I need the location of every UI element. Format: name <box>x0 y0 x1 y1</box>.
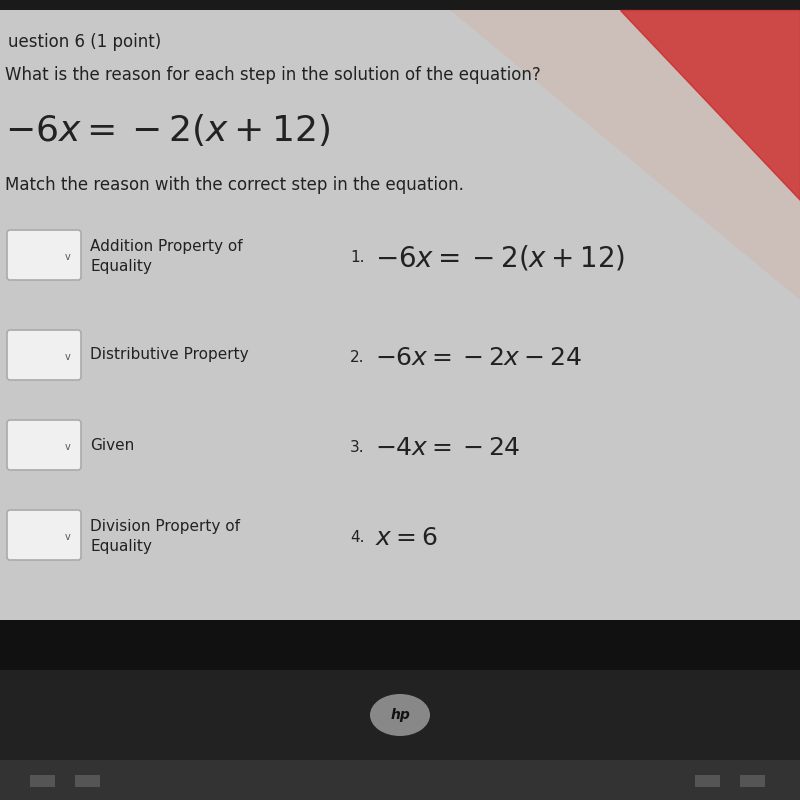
Text: Equality: Equality <box>90 259 152 274</box>
Text: Distributive Property: Distributive Property <box>90 347 249 362</box>
Text: hp: hp <box>390 708 410 722</box>
Text: 1.: 1. <box>350 250 365 266</box>
Text: Division Property of: Division Property of <box>90 518 240 534</box>
Text: 4.: 4. <box>350 530 365 546</box>
Bar <box>695 775 720 787</box>
Bar <box>0 620 800 670</box>
Text: v: v <box>65 442 71 452</box>
Bar <box>75 775 100 787</box>
Text: $-6x = -2x - 24$: $-6x = -2x - 24$ <box>375 346 582 370</box>
Text: v: v <box>65 252 71 262</box>
Bar <box>0 760 800 800</box>
FancyBboxPatch shape <box>7 330 81 380</box>
Text: $-4x = -24$: $-4x = -24$ <box>375 436 521 460</box>
Bar <box>30 775 55 787</box>
Text: Match the reason with the correct step in the equation.: Match the reason with the correct step i… <box>5 176 464 194</box>
Ellipse shape <box>370 694 430 736</box>
FancyBboxPatch shape <box>7 420 81 470</box>
Text: v: v <box>65 532 71 542</box>
FancyBboxPatch shape <box>7 510 81 560</box>
Text: 2.: 2. <box>350 350 365 366</box>
Bar <box>0 10 800 620</box>
Text: Addition Property of: Addition Property of <box>90 238 242 254</box>
Text: uestion 6 (1 point): uestion 6 (1 point) <box>8 33 162 51</box>
Text: 3.: 3. <box>350 441 365 455</box>
Text: Given: Given <box>90 438 134 453</box>
Text: $x = 6$: $x = 6$ <box>375 526 438 550</box>
Text: $-6x = -2(x + 12)$: $-6x = -2(x + 12)$ <box>375 243 625 273</box>
Bar <box>740 775 765 787</box>
Text: What is the reason for each step in the solution of the equation?: What is the reason for each step in the … <box>5 66 541 84</box>
Text: Equality: Equality <box>90 539 152 554</box>
Text: $-6x = -2(x + 12)$: $-6x = -2(x + 12)$ <box>5 112 330 148</box>
Polygon shape <box>450 10 800 300</box>
Bar <box>0 670 800 760</box>
Polygon shape <box>620 10 800 200</box>
FancyBboxPatch shape <box>7 230 81 280</box>
Text: v: v <box>65 352 71 362</box>
